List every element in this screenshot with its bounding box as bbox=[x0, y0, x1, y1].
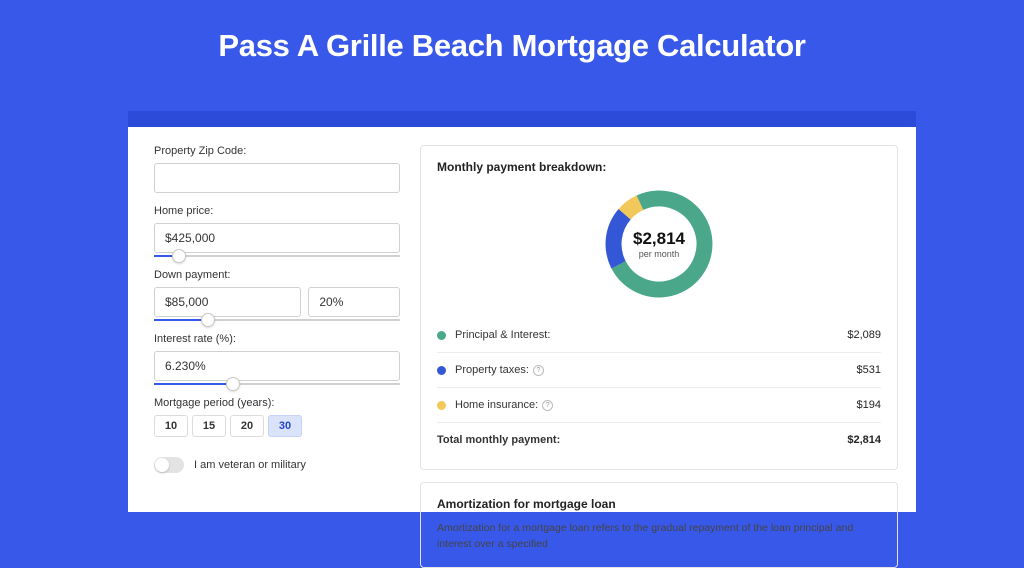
help-icon[interactable]: ? bbox=[542, 400, 553, 411]
legend-total-label: Total monthly payment: bbox=[437, 434, 847, 446]
donut-sub: per month bbox=[639, 249, 680, 259]
home-price-input[interactable] bbox=[154, 223, 400, 253]
period-options: 10152030 bbox=[154, 415, 400, 437]
toggle-knob bbox=[155, 458, 169, 472]
amortization-title: Amortization for mortgage loan bbox=[437, 497, 881, 511]
period-option-15[interactable]: 15 bbox=[192, 415, 226, 437]
calculator-card: Property Zip Code: Home price: Down paym… bbox=[128, 111, 916, 512]
legend-label-text: Property taxes: bbox=[455, 364, 529, 376]
home-price-label: Home price: bbox=[154, 205, 400, 217]
donut-amount: $2,814 bbox=[633, 229, 685, 249]
period-option-30[interactable]: 30 bbox=[268, 415, 302, 437]
slider-fill bbox=[154, 319, 208, 321]
interest-rate-label: Interest rate (%): bbox=[154, 333, 400, 345]
amortization-text: Amortization for a mortgage loan refers … bbox=[437, 521, 881, 553]
donut-wrap: $2,814 per month bbox=[437, 184, 881, 304]
legend-dot bbox=[437, 366, 446, 375]
slider-thumb[interactable] bbox=[226, 377, 240, 391]
help-icon[interactable]: ? bbox=[533, 365, 544, 376]
legend-label-text: Principal & Interest: bbox=[455, 329, 550, 341]
period-field: Mortgage period (years): 10152030 bbox=[154, 397, 400, 437]
legend-dot bbox=[437, 401, 446, 410]
veteran-toggle[interactable] bbox=[154, 457, 184, 473]
down-payment-label: Down payment: bbox=[154, 269, 400, 281]
card-inner: Property Zip Code: Home price: Down paym… bbox=[128, 127, 916, 512]
veteran-label: I am veteran or military bbox=[194, 459, 306, 471]
page-title: Pass A Grille Beach Mortgage Calculator bbox=[0, 0, 1024, 64]
slider-thumb[interactable] bbox=[201, 313, 215, 327]
divider bbox=[437, 422, 881, 423]
zip-input[interactable] bbox=[154, 163, 400, 193]
breakdown-panel: Monthly payment breakdown: $2,814 per mo… bbox=[420, 145, 898, 470]
divider bbox=[437, 352, 881, 353]
legend-dot bbox=[437, 331, 446, 340]
legend-label-text: Home insurance: bbox=[455, 399, 538, 411]
veteran-row: I am veteran or military bbox=[154, 457, 400, 473]
period-option-20[interactable]: 20 bbox=[230, 415, 264, 437]
slider-thumb[interactable] bbox=[172, 249, 186, 263]
legend-label: Property taxes:? bbox=[455, 364, 857, 376]
legend-value: $194 bbox=[857, 399, 881, 411]
slider-fill bbox=[154, 383, 233, 385]
donut-center: $2,814 per month bbox=[599, 184, 719, 304]
amortization-panel: Amortization for mortgage loan Amortizat… bbox=[420, 482, 898, 568]
down-payment-slider[interactable] bbox=[154, 319, 400, 321]
period-label: Mortgage period (years): bbox=[154, 397, 400, 409]
legend-value: $2,089 bbox=[847, 329, 881, 341]
donut-chart: $2,814 per month bbox=[599, 184, 719, 304]
legend-row: Home insurance:?$194 bbox=[437, 390, 881, 420]
legend-total-value: $2,814 bbox=[847, 434, 881, 446]
down-payment-pct-input[interactable] bbox=[308, 287, 400, 317]
breakdown-title: Monthly payment breakdown: bbox=[437, 160, 881, 174]
legend-row: Property taxes:?$531 bbox=[437, 355, 881, 385]
zip-field: Property Zip Code: bbox=[154, 145, 400, 193]
interest-rate-input[interactable] bbox=[154, 351, 400, 381]
legend-label: Principal & Interest: bbox=[455, 329, 847, 341]
legend-row: Principal & Interest: $2,089 bbox=[437, 320, 881, 350]
form-column: Property Zip Code: Home price: Down paym… bbox=[128, 127, 408, 512]
legend-value: $531 bbox=[857, 364, 881, 376]
interest-rate-slider[interactable] bbox=[154, 383, 400, 385]
period-option-10[interactable]: 10 bbox=[154, 415, 188, 437]
home-price-field: Home price: bbox=[154, 205, 400, 257]
zip-label: Property Zip Code: bbox=[154, 145, 400, 157]
legend: Principal & Interest: $2,089 Property taxe… bbox=[437, 320, 881, 420]
down-payment-field: Down payment: bbox=[154, 269, 400, 321]
interest-rate-field: Interest rate (%): bbox=[154, 333, 400, 385]
divider bbox=[437, 387, 881, 388]
home-price-slider[interactable] bbox=[154, 255, 400, 257]
down-payment-input[interactable] bbox=[154, 287, 301, 317]
legend-total-row: Total monthly payment: $2,814 bbox=[437, 425, 881, 455]
legend-label: Home insurance:? bbox=[455, 399, 857, 411]
breakdown-column: Monthly payment breakdown: $2,814 per mo… bbox=[408, 127, 916, 512]
